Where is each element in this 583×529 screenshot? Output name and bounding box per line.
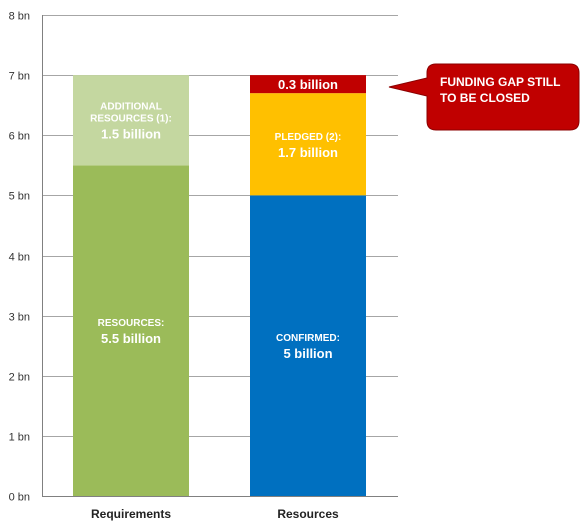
callout-text-line: TO BE CLOSED — [440, 91, 530, 105]
y-tick-label-7: 7 bn — [9, 71, 30, 83]
segment-resources-2 — [250, 75, 366, 94]
y-tick-label-0: 0 bn — [9, 492, 30, 504]
x-axis-category-labels: Requirements Resources — [91, 507, 339, 521]
x-category-label-resources: Resources — [277, 507, 339, 521]
y-tick-label-3: 3 bn — [9, 312, 30, 324]
stacked-bars: RESOURCES: 5.5 billion ADDITIONALRESOURCES… — [73, 75, 366, 496]
segment-value-label: 5 billion — [283, 346, 332, 361]
bar-requirements: RESOURCES: 5.5 billion ADDITIONALRESOURCES… — [73, 75, 189, 496]
callout-bubble — [388, 63, 580, 131]
y-axis-tick-labels: 0 bn 1 bn 2 bn 3 bn 4 bn 5 bn 6 bn 7 bn 8 bn — [9, 11, 30, 504]
segment-value-label: 1.7 billion — [278, 145, 338, 160]
y-tick-label-1: 1 bn — [9, 432, 30, 444]
x-category-label-requirements: Requirements — [91, 507, 171, 521]
y-tick-label-8: 8 bn — [9, 11, 30, 23]
segment-caption: ADDITIONAL — [100, 102, 162, 113]
segment-requirements-0 — [73, 165, 189, 496]
bar-resources: CONFIRMED: 5 billion PLEDGED (2): 1.7 billi… — [250, 75, 366, 496]
y-tick-label-2: 2 bn — [9, 372, 30, 384]
y-tick-label-6: 6 bn — [9, 131, 30, 143]
segment-value-label: 0.3 billion — [278, 77, 338, 92]
segment-value-label: 5.5 billion — [101, 331, 161, 346]
segment-caption: RESOURCES (1): — [90, 114, 172, 125]
segment-value-label: 1.5 billion — [101, 127, 161, 142]
segment-resources-1 — [250, 93, 366, 196]
segment-caption: RESOURCES: — [98, 318, 165, 329]
y-tick-label-4: 4 bn — [9, 252, 30, 264]
segment-caption: PLEDGED (2): — [275, 132, 342, 143]
segment-resources-0 — [250, 195, 366, 496]
y-tick-label-5: 5 bn — [9, 191, 30, 203]
funding-gap-callout: FUNDING GAP STILL TO BE CLOSED — [388, 63, 580, 131]
segment-caption: CONFIRMED: — [276, 333, 340, 344]
segment-requirements-1 — [73, 75, 189, 166]
callout-text-line: FUNDING GAP STILL — [440, 75, 560, 89]
